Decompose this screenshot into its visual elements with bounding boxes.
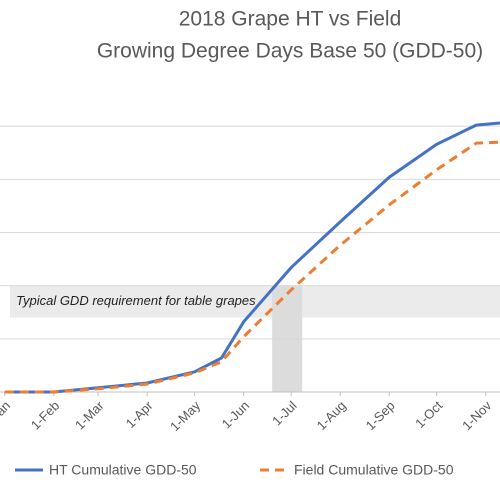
chart-title: 2018 Grape HT vs Field <box>179 8 402 31</box>
annotation-band <box>10 285 500 318</box>
chart-subtitle: Growing Degree Days Base 50 (GDD-50) <box>97 40 483 63</box>
x-tick-label: 1-May <box>167 398 203 434</box>
x-tick-label: 1-Oct <box>412 398 445 431</box>
annotation-text: Typical GDD requirement for table grapes <box>16 293 256 308</box>
x-tick-label: 1-Apr <box>123 397 157 431</box>
x-tick-label: 1-Mar <box>72 397 107 432</box>
x-tick-label: 1-Feb <box>28 398 63 433</box>
legend-label: HT Cumulative GDD-50 <box>49 462 197 478</box>
series-line <box>4 140 500 394</box>
x-tick-label: 1-Sep <box>363 398 398 433</box>
x-tick-label: 1-Jan <box>0 398 13 432</box>
x-tick-label: 1-Aug <box>314 398 349 433</box>
series-line <box>4 121 500 394</box>
x-tick-label: 1-Nov <box>459 398 494 433</box>
legend-label: Field Cumulative GDD-50 <box>294 462 454 478</box>
x-tick-label: 1-Jun <box>219 398 253 432</box>
x-tick-label: 1-Jul <box>269 398 300 429</box>
